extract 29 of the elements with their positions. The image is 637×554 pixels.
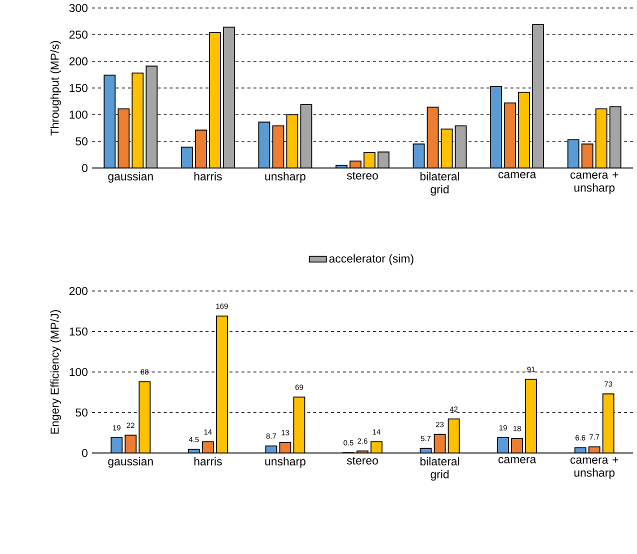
x-tick-label: gaussian	[108, 172, 153, 183]
x-tick-label: stereo	[346, 172, 378, 180]
x-tick-label: camera + unsharp	[570, 172, 618, 194]
y-tick-label: 0	[82, 448, 88, 458]
y-tick-label: 200	[69, 286, 88, 296]
y-tick-label: 50	[76, 408, 88, 417]
x-tick-label: unsharp	[265, 172, 306, 183]
y-tick-label: 250	[69, 30, 88, 39]
x-tick-label: camera	[498, 172, 536, 178]
x-tick-label: stereo	[346, 457, 378, 465]
x-tick-label: harris	[194, 172, 222, 180]
y-axis-title: Throughput (MP/s)	[50, 40, 62, 136]
x-tick-label: camera	[498, 457, 536, 464]
y-tick-label: 50	[76, 137, 88, 146]
x-tick-label: bilateral grid	[420, 172, 460, 196]
x-tick-label: camera + unsharp	[570, 457, 618, 479]
y-tick-label: 100	[70, 368, 88, 376]
x-tick-label: harris	[194, 457, 222, 466]
y-tick-label: 200	[69, 57, 88, 66]
legend-label: accelerator (sim)	[329, 254, 414, 265]
x-tick-label: gaussian	[108, 457, 153, 468]
x-tick-label: bilateral grid	[420, 457, 460, 481]
y-tick-label: 100	[70, 110, 88, 119]
x-tick-label: unsharp	[265, 457, 306, 468]
y-tick-label: 150	[70, 327, 88, 336]
y-tick-label: 0	[82, 164, 88, 172]
y-tick-label: 150	[70, 84, 88, 92]
y-axis-title: Engery Efficiency (MP/J)	[50, 310, 62, 434]
y-tick-label: 300	[69, 4, 88, 12]
